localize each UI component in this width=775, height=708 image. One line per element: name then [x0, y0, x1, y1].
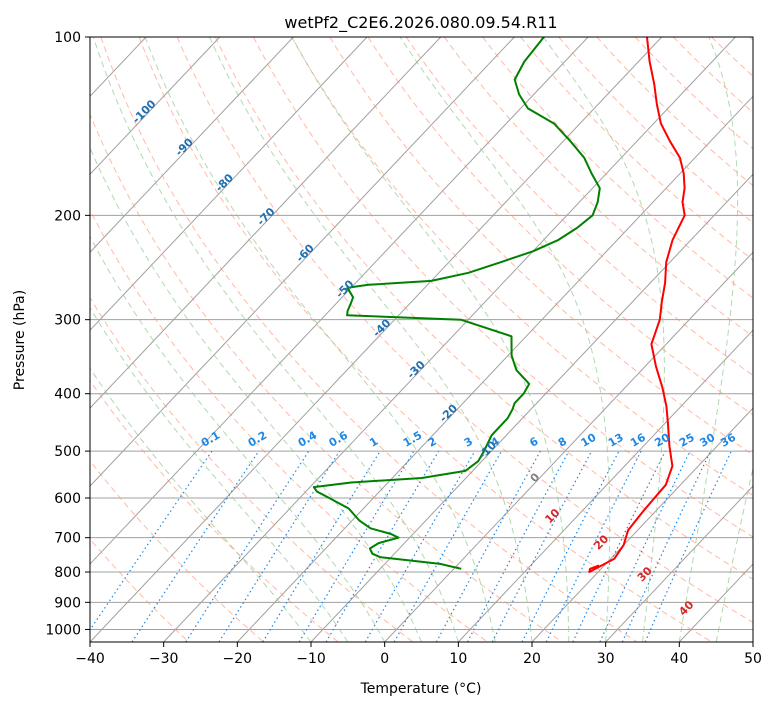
- dry-adiabat-line: [367, 37, 753, 416]
- moist-adiabat-line: [90, 367, 312, 642]
- moist-adiabat-line: [144, 37, 496, 642]
- mixing-ratio-line: [185, 450, 310, 642]
- isotherm-line: [90, 37, 221, 176]
- mixing-ratio-line: [621, 450, 712, 642]
- moist-adiabat-line: [542, 37, 665, 642]
- isotherm-line: [90, 37, 515, 487]
- y-axis-label: Pressure (hPa): [12, 290, 28, 390]
- y-tick-label: 900: [54, 595, 81, 611]
- isotherm-line: [163, 37, 736, 642]
- dry-adiabat-line: [90, 379, 339, 642]
- mixing-ratio-line: [545, 450, 642, 642]
- x-tick-label: 30: [597, 651, 615, 667]
- isotherm-line: [605, 485, 753, 642]
- x-axis: −40 −30 −20 −10 0 10 20 30 40 50: [75, 642, 762, 667]
- mixing-ratio-line: [466, 450, 570, 642]
- dry-adiabat-line: [596, 37, 753, 187]
- x-tick-label: 40: [670, 651, 688, 667]
- y-tick-label: 800: [54, 565, 81, 581]
- y-tick-label: 100: [54, 30, 81, 46]
- moist-adiabat-line: [399, 37, 611, 642]
- isotherm-line: [236, 95, 753, 642]
- moist-adiabat-line: [715, 465, 753, 642]
- isotherm-line: [90, 37, 294, 253]
- isotherm-line: [90, 37, 589, 565]
- moist-adiabat-line: [209, 37, 533, 642]
- y-tick-label: 300: [54, 313, 81, 329]
- dry-adiabat-line: [482, 37, 753, 299]
- dry-adiabat-line: [291, 37, 753, 497]
- dry-adiabat-line: [90, 296, 414, 642]
- dry-adiabat-line: [176, 37, 753, 623]
- isotherm-line: [531, 407, 753, 642]
- y-tick-label: 700: [54, 531, 81, 547]
- mixing-ratio-line: [298, 450, 415, 642]
- y-tick-label: 500: [54, 444, 81, 460]
- mixing-ratio-line: [218, 450, 341, 642]
- x-tick-label: −40: [75, 651, 105, 667]
- dry-adiabat-line: [100, 37, 638, 642]
- moist-adiabat-line: [291, 37, 570, 642]
- x-tick-label: 10: [449, 651, 467, 667]
- mixing-ratio-line: [435, 450, 541, 642]
- x-axis-label: Temperature (°C): [360, 681, 482, 697]
- chart-title: wetPf2_C2E6.2026.080.09.54.R11: [284, 13, 557, 33]
- dry-adiabat-line: [634, 37, 753, 150]
- dry-adiabat-line: [90, 459, 264, 642]
- mixing-ratio-line: [325, 450, 440, 642]
- moist-adiabat-line: [92, 37, 459, 642]
- moist-adiabat-line: [678, 37, 739, 642]
- dry-adiabat-line: [214, 37, 753, 580]
- x-tick-label: −20: [223, 651, 253, 667]
- y-tick-label: 400: [54, 387, 81, 403]
- moist-adiabat-line: [90, 235, 386, 642]
- mixing-ratio-line: [262, 450, 381, 642]
- x-tick-label: 50: [744, 651, 762, 667]
- profile-lines: [312, 37, 686, 573]
- background-lines: [90, 37, 753, 642]
- y-tick-label: 200: [54, 208, 81, 224]
- dry-adiabat-line: [138, 37, 712, 642]
- mixing-ratio-line: [131, 450, 260, 642]
- x-tick-label: 20: [523, 651, 541, 667]
- mixing-ratio-line: [572, 450, 666, 642]
- x-tick-label: −30: [149, 651, 179, 667]
- y-axis: 100 200 300 400 500 600 700 800 900 1000: [45, 30, 90, 638]
- isotherm-line: [90, 37, 442, 409]
- dry-adiabat-line: [443, 37, 753, 337]
- y-tick-label: 1000: [45, 622, 81, 638]
- x-tick-label: −10: [296, 651, 326, 667]
- moist-adiabat-line: [90, 306, 349, 642]
- moist-adiabat-line: [90, 146, 422, 642]
- isotherm-line: [457, 329, 753, 642]
- mixing-ratio-line: [599, 450, 691, 642]
- y-tick-label: 600: [54, 491, 81, 507]
- temperature-profile-line: [588, 37, 686, 573]
- mixing-ratio-line: [90, 450, 213, 631]
- mixing-ratio-line: [364, 450, 476, 642]
- isotherm-line: [90, 37, 368, 331]
- dry-adiabat-line: [90, 113, 563, 642]
- x-tick-label: 0: [380, 651, 389, 667]
- plot-frame: [89, 36, 754, 643]
- dry-adiabat-line: [329, 37, 753, 456]
- dewpoint-profile-line: [312, 37, 601, 570]
- isotherm-line: [384, 251, 753, 642]
